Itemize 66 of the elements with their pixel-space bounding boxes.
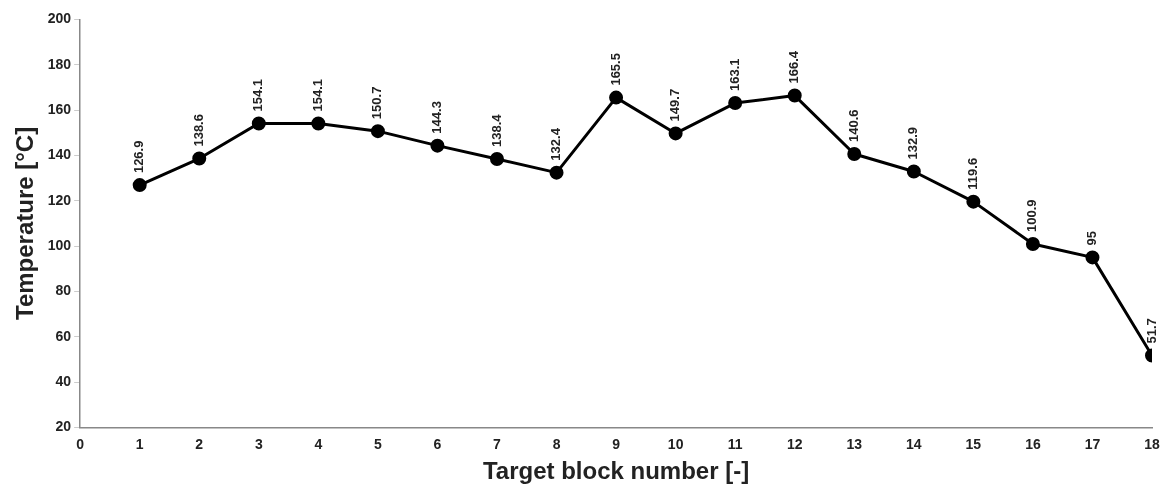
x-tick-label: 8: [552, 435, 561, 452]
x-tick-label: 15: [965, 435, 982, 452]
data-label: 126.9: [131, 140, 147, 174]
point: [787, 88, 802, 103]
y-tick-label: 20: [55, 418, 72, 435]
data-label: 144.3: [429, 101, 445, 134]
x-tick-label: 2: [195, 435, 204, 452]
x-tick-label: 16: [1025, 435, 1041, 452]
x-tick-label: 3: [254, 435, 263, 452]
point: [1025, 237, 1040, 252]
point: [906, 164, 921, 179]
data-label: 100.9: [1024, 199, 1040, 233]
data-label: 132.4: [548, 127, 564, 161]
point: [251, 116, 266, 131]
y-tick-label: 180: [47, 55, 72, 72]
point: [489, 152, 504, 167]
x-tick-label: 7: [493, 435, 502, 452]
y-tick-label: 60: [55, 327, 72, 344]
data-label: 138.4: [488, 113, 504, 148]
x-tick-label: 13: [846, 435, 863, 452]
data-label: 132.9: [905, 126, 921, 160]
x-tick-label: 10: [667, 435, 684, 452]
data-label: 51.7: [1143, 318, 1159, 344]
point: [1085, 250, 1100, 265]
point: [847, 147, 862, 162]
y-tick-label: 40: [55, 372, 72, 389]
x-tick-label: 12: [786, 435, 803, 452]
x-tick-label: 9: [612, 435, 621, 452]
point: [430, 138, 445, 153]
x-tick-label: 0: [76, 435, 85, 452]
data-label: 140.6: [845, 109, 861, 143]
point: [728, 96, 743, 111]
data-label: 163.1: [726, 58, 742, 92]
data-label: 138.6: [190, 114, 206, 147]
x-tick-label: 4: [314, 435, 323, 452]
y-tick-label: 200: [47, 10, 72, 27]
data-label: 166.4: [786, 50, 802, 84]
point: [609, 90, 624, 105]
x-tick-label: 18: [1144, 435, 1160, 452]
data-label: 119.6: [964, 157, 980, 190]
x-tick-label: 5: [373, 435, 382, 452]
y-tick-label: 100: [47, 236, 72, 253]
point: [966, 194, 981, 209]
point: [668, 126, 683, 141]
x-axis-title: Target block number [-]: [482, 457, 750, 485]
x-tick-label: 1: [135, 435, 144, 452]
data-label: 154.1: [309, 78, 325, 112]
y-tick-label: 140: [47, 146, 72, 163]
point: [370, 124, 385, 139]
point: [192, 151, 207, 166]
y-axis-title: Temperature [°C]: [11, 126, 39, 320]
y-tick-label: 120: [47, 191, 72, 208]
data-label: 150.7: [369, 86, 385, 120]
point: [549, 165, 564, 180]
x-tick-label: 14: [906, 435, 922, 452]
x-tick-label: 17: [1084, 435, 1101, 452]
point: [311, 116, 326, 131]
y-tick-label: 80: [55, 282, 72, 299]
y-tick-label: 160: [47, 100, 72, 117]
data-label: 95: [1084, 230, 1100, 246]
x-tick-label: 11: [727, 435, 743, 452]
x-tick-label: 6: [433, 435, 442, 452]
point: [132, 178, 147, 193]
data-label: 149.7: [667, 88, 683, 122]
data-label: 154.1: [250, 78, 266, 112]
data-label: 165.5: [607, 53, 623, 86]
